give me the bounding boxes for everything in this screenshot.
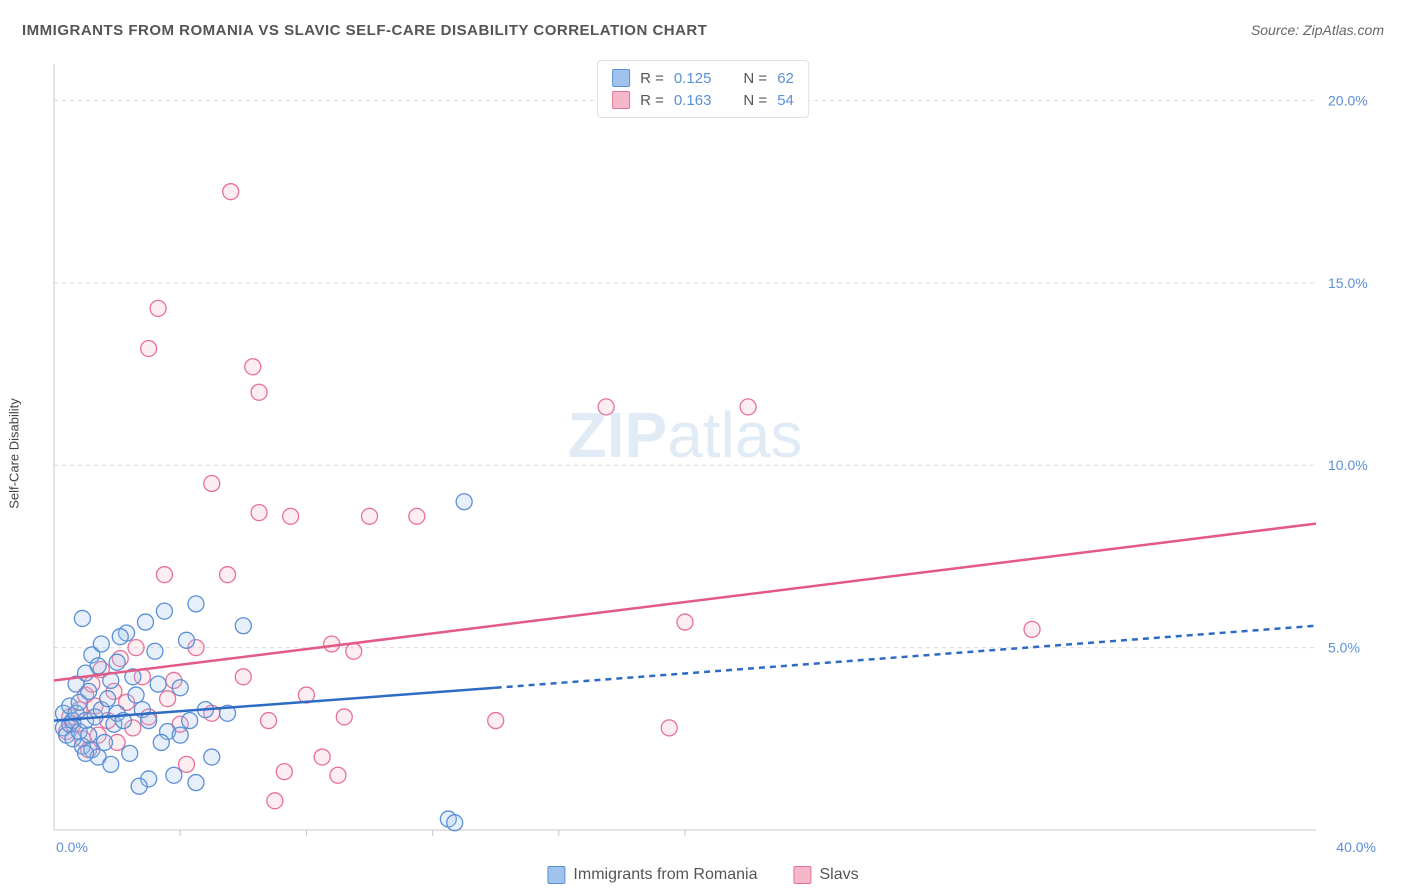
svg-text:15.0%: 15.0% bbox=[1328, 275, 1368, 291]
y-axis-label: Self-Care Disability bbox=[7, 398, 22, 509]
series-legend: Immigrants from Romania Slavs bbox=[547, 866, 858, 884]
legend-item-b: Slavs bbox=[793, 866, 858, 884]
legend-row-b: R = 0.163 N = 54 bbox=[612, 89, 794, 111]
svg-text:0.0%: 0.0% bbox=[56, 839, 88, 855]
legend-row-a: R = 0.125 N = 62 bbox=[612, 67, 794, 89]
swatch-series-a-icon bbox=[547, 866, 565, 884]
svg-text:40.0%: 40.0% bbox=[1336, 839, 1376, 855]
svg-text:5.0%: 5.0% bbox=[1328, 640, 1360, 656]
swatch-series-b-icon bbox=[612, 91, 630, 109]
legend-item-a: Immigrants from Romania bbox=[547, 866, 757, 884]
scatter-chart: 5.0%10.0%15.0%20.0%0.0%40.0%ZIPatlas bbox=[50, 58, 1386, 860]
plot-area: 5.0%10.0%15.0%20.0%0.0%40.0%ZIPatlas bbox=[50, 58, 1386, 860]
swatch-series-b-icon bbox=[793, 866, 811, 884]
svg-text:10.0%: 10.0% bbox=[1328, 457, 1368, 473]
correlation-legend: R = 0.125 N = 62 R = 0.163 N = 54 bbox=[597, 60, 809, 118]
source-attribution: Source: ZipAtlas.com bbox=[1251, 22, 1384, 38]
chart-title: IMMIGRANTS FROM ROMANIA VS SLAVIC SELF-C… bbox=[22, 22, 1384, 39]
swatch-series-a-icon bbox=[612, 69, 630, 87]
svg-text:20.0%: 20.0% bbox=[1328, 92, 1368, 108]
